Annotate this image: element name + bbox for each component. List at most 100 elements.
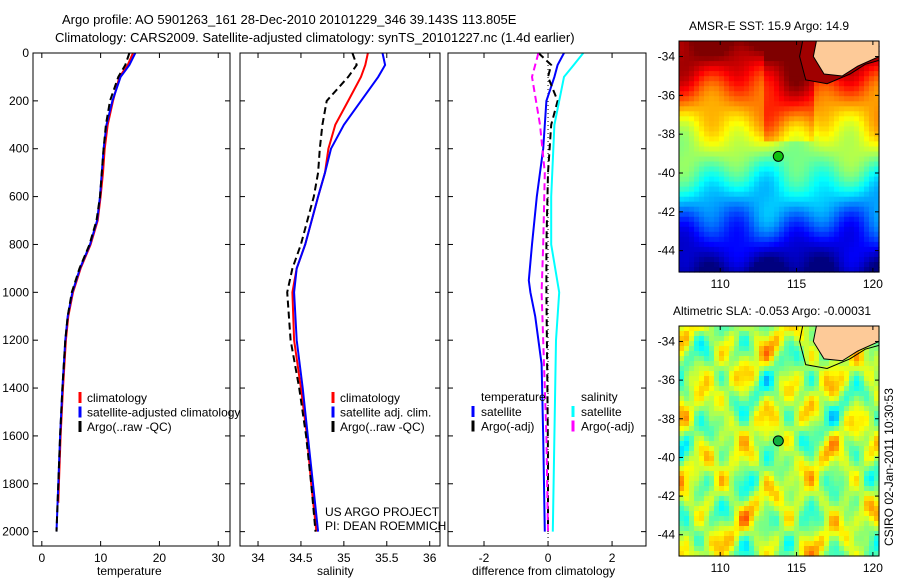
map-cell — [824, 491, 830, 497]
map-cell — [779, 226, 785, 233]
map-cell — [789, 51, 795, 57]
map-cell — [699, 41, 705, 47]
map-cell — [759, 262, 765, 268]
map-cell — [759, 391, 765, 397]
map-cell — [794, 256, 800, 263]
map-cell — [754, 331, 760, 337]
map-cell — [789, 401, 795, 407]
map-cell — [769, 196, 775, 203]
map-cell — [819, 166, 825, 173]
map-cell — [829, 236, 835, 243]
map-cell — [839, 211, 845, 218]
map-cell — [729, 346, 735, 352]
map-cell — [819, 211, 825, 218]
y-tick-label: 2000 — [2, 525, 29, 539]
map-cell — [739, 511, 745, 517]
map-cell — [734, 246, 740, 253]
map-cell — [834, 251, 840, 258]
map-cell — [869, 196, 875, 203]
map-cell — [774, 241, 780, 248]
map-cell — [729, 61, 735, 67]
map-cell — [764, 336, 770, 342]
map-cell — [864, 256, 870, 263]
map-cell — [874, 386, 880, 392]
map-cell — [699, 466, 705, 472]
map-cell — [689, 231, 695, 238]
map-cell — [679, 326, 685, 332]
map-cell — [679, 56, 685, 62]
map-cell — [754, 211, 760, 218]
map-cell — [824, 526, 830, 532]
map-cell — [699, 241, 705, 248]
map-cell — [809, 146, 815, 153]
map-cell — [694, 431, 700, 437]
map-cell — [719, 86, 725, 92]
map-cell — [804, 331, 810, 337]
map-cell — [824, 546, 830, 552]
map-cell — [724, 351, 730, 357]
map-cell — [774, 546, 780, 552]
map-cell — [799, 81, 805, 87]
map-cell — [739, 366, 745, 372]
map-cell — [694, 361, 700, 367]
map-cell — [749, 171, 755, 178]
map-cell — [814, 91, 820, 97]
map-cell — [804, 201, 810, 208]
map-cell — [709, 511, 715, 517]
map-cell — [784, 231, 790, 238]
map-cell — [819, 416, 825, 422]
map-cell — [719, 66, 725, 72]
map-cell — [719, 436, 725, 442]
map-cell — [824, 471, 830, 477]
map-cell — [689, 346, 695, 352]
map-cell — [839, 141, 845, 147]
map-cell — [844, 226, 850, 233]
map-cell — [724, 51, 730, 57]
map-cell — [704, 351, 710, 357]
map-cell — [869, 431, 875, 437]
map-cell — [704, 531, 710, 537]
map-cell — [754, 46, 760, 52]
map-cell — [684, 381, 690, 387]
map-cell — [709, 176, 715, 183]
map-cell — [739, 86, 745, 92]
map-cell — [749, 81, 755, 87]
map-cell — [784, 91, 790, 97]
map-cell — [734, 86, 740, 92]
map-cell — [694, 446, 700, 452]
map-cell — [749, 131, 755, 137]
map-cell — [779, 121, 785, 127]
map-cell — [854, 96, 860, 102]
map-cell — [814, 356, 820, 362]
map-cell — [739, 96, 745, 102]
map-cell — [689, 366, 695, 372]
map-cell — [784, 186, 790, 193]
map-cell — [834, 446, 840, 452]
map-cell — [739, 211, 745, 218]
map-cell — [769, 211, 775, 218]
map-cell — [839, 456, 845, 462]
map-cell — [729, 151, 735, 158]
map-cell — [694, 201, 700, 208]
map-cell — [729, 111, 735, 117]
map-cell — [724, 456, 730, 462]
map-cell — [759, 251, 765, 258]
map-cell — [779, 496, 785, 502]
map-cell — [759, 121, 765, 127]
map-cell — [759, 236, 765, 243]
map-cell — [754, 386, 760, 392]
map-cell — [854, 371, 860, 377]
map-cell — [789, 551, 795, 557]
map-cell — [804, 351, 810, 357]
map-cell — [739, 196, 745, 203]
map-cell — [714, 206, 720, 213]
map-cell — [859, 421, 865, 427]
map-cell — [819, 262, 825, 268]
map-cell — [764, 351, 770, 357]
map-cell — [864, 81, 870, 87]
map-cell — [719, 201, 725, 208]
map-cell — [704, 516, 710, 522]
map-cell — [784, 341, 790, 347]
map-cell — [729, 401, 735, 407]
map-cell — [804, 191, 810, 198]
